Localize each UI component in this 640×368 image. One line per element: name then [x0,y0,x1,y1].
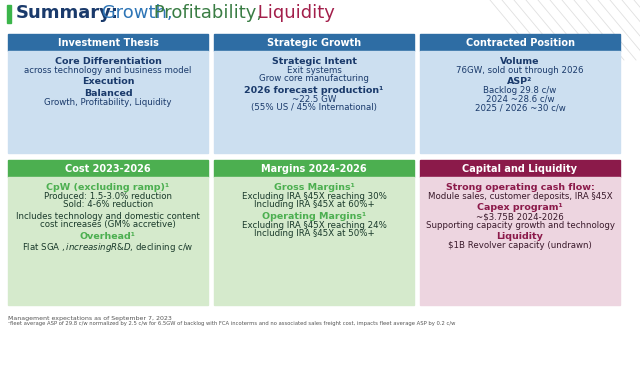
Text: Overhead¹: Overhead¹ [80,231,136,241]
Bar [214,160,414,177]
Text: Backlog 29.8 c/w: Backlog 29.8 c/w [483,86,557,95]
Text: Summary:: Summary: [16,4,119,22]
Text: Excluding IRA §45X reaching 30%: Excluding IRA §45X reaching 30% [241,192,387,201]
Bar [420,177,620,305]
Text: 76GW, sold out through 2026: 76GW, sold out through 2026 [456,66,584,75]
Text: Exit systems: Exit systems [287,66,341,75]
Text: Capex program¹: Capex program¹ [477,204,563,212]
Text: Including IRA §45X at 60%+: Including IRA §45X at 60%+ [253,201,374,209]
Text: CpW (excluding ramp)¹: CpW (excluding ramp)¹ [46,183,170,192]
Text: Profitability,: Profitability, [148,4,262,22]
Text: Strong operating cash flow:: Strong operating cash flow: [445,183,595,192]
Bar [8,51,208,153]
Text: Gross Margins¹: Gross Margins¹ [273,183,355,192]
Text: Volume: Volume [500,57,540,66]
Text: Investment Thesis: Investment Thesis [58,38,159,47]
Text: 2026 forecast production¹: 2026 forecast production¹ [244,86,384,95]
Text: Module sales, customer deposits, IRA §45X: Module sales, customer deposits, IRA §45… [428,192,612,201]
Text: $1B Revolver capacity (undrawn): $1B Revolver capacity (undrawn) [448,241,592,250]
Text: Supporting capacity growth and technology: Supporting capacity growth and technolog… [426,221,614,230]
Text: Capital and Liquidity: Capital and Liquidity [463,163,577,173]
Bar [420,51,620,153]
Text: ~$3.75B 2024-2026: ~$3.75B 2024-2026 [476,212,564,222]
Text: Including IRA §45X at 50%+: Including IRA §45X at 50%+ [253,229,374,238]
Text: Core Differentiation: Core Differentiation [54,57,161,66]
Text: Flat SGA $, increasing R&D $, declining c/w: Flat SGA $, increasing R&D $, declining … [22,241,194,254]
Bar [214,51,414,153]
Bar [7,5,11,23]
Text: (55% US / 45% International): (55% US / 45% International) [251,103,377,112]
Text: ~22.5 GW: ~22.5 GW [292,95,336,104]
Bar [8,34,208,51]
Text: Management expectations as of September 7, 2023: Management expectations as of September … [8,316,172,321]
Bar [420,34,620,51]
Text: Growth,: Growth, [96,4,173,22]
Text: Strategic Growth: Strategic Growth [267,38,361,47]
Text: Grow core manufacturing: Grow core manufacturing [259,74,369,84]
Text: 2024 ~28.6 c/w: 2024 ~28.6 c/w [486,95,554,104]
Text: Produced: 1.5-3.0% reduction: Produced: 1.5-3.0% reduction [44,192,172,201]
Text: across technology and business model: across technology and business model [24,66,192,75]
Text: Liquidity: Liquidity [252,4,335,22]
Bar [8,160,208,177]
Text: ¹fleet average ASP of 29.8 c/w normalized by 2.5 c/w for 6.5GW of backlog with F: ¹fleet average ASP of 29.8 c/w normalize… [8,321,456,326]
Text: Balanced: Balanced [84,89,132,98]
Text: Margins 2024-2026: Margins 2024-2026 [261,163,367,173]
Text: Execution: Execution [82,77,134,86]
Text: Growth, Profitability, Liquidity: Growth, Profitability, Liquidity [44,98,172,107]
Text: Operating Margins¹: Operating Margins¹ [262,212,366,221]
Text: 2025 / 2026 ~30 c/w: 2025 / 2026 ~30 c/w [475,103,565,112]
Text: ASP²: ASP² [508,77,532,86]
Bar [420,160,620,177]
Text: Includes technology and domestic content: Includes technology and domestic content [16,212,200,221]
Text: Excluding IRA §45X reaching 24%: Excluding IRA §45X reaching 24% [241,221,387,230]
Text: Liquidity: Liquidity [497,232,543,241]
Text: Contracted Position: Contracted Position [465,38,575,47]
Bar [214,34,414,51]
Bar [8,177,208,305]
Text: cost increases (GM% accretive): cost increases (GM% accretive) [40,220,176,229]
Bar [214,177,414,305]
Text: Sold: 4-6% reduction: Sold: 4-6% reduction [63,201,153,209]
Text: Cost 2023-2026: Cost 2023-2026 [65,163,151,173]
Text: Strategic Intent: Strategic Intent [271,57,356,66]
